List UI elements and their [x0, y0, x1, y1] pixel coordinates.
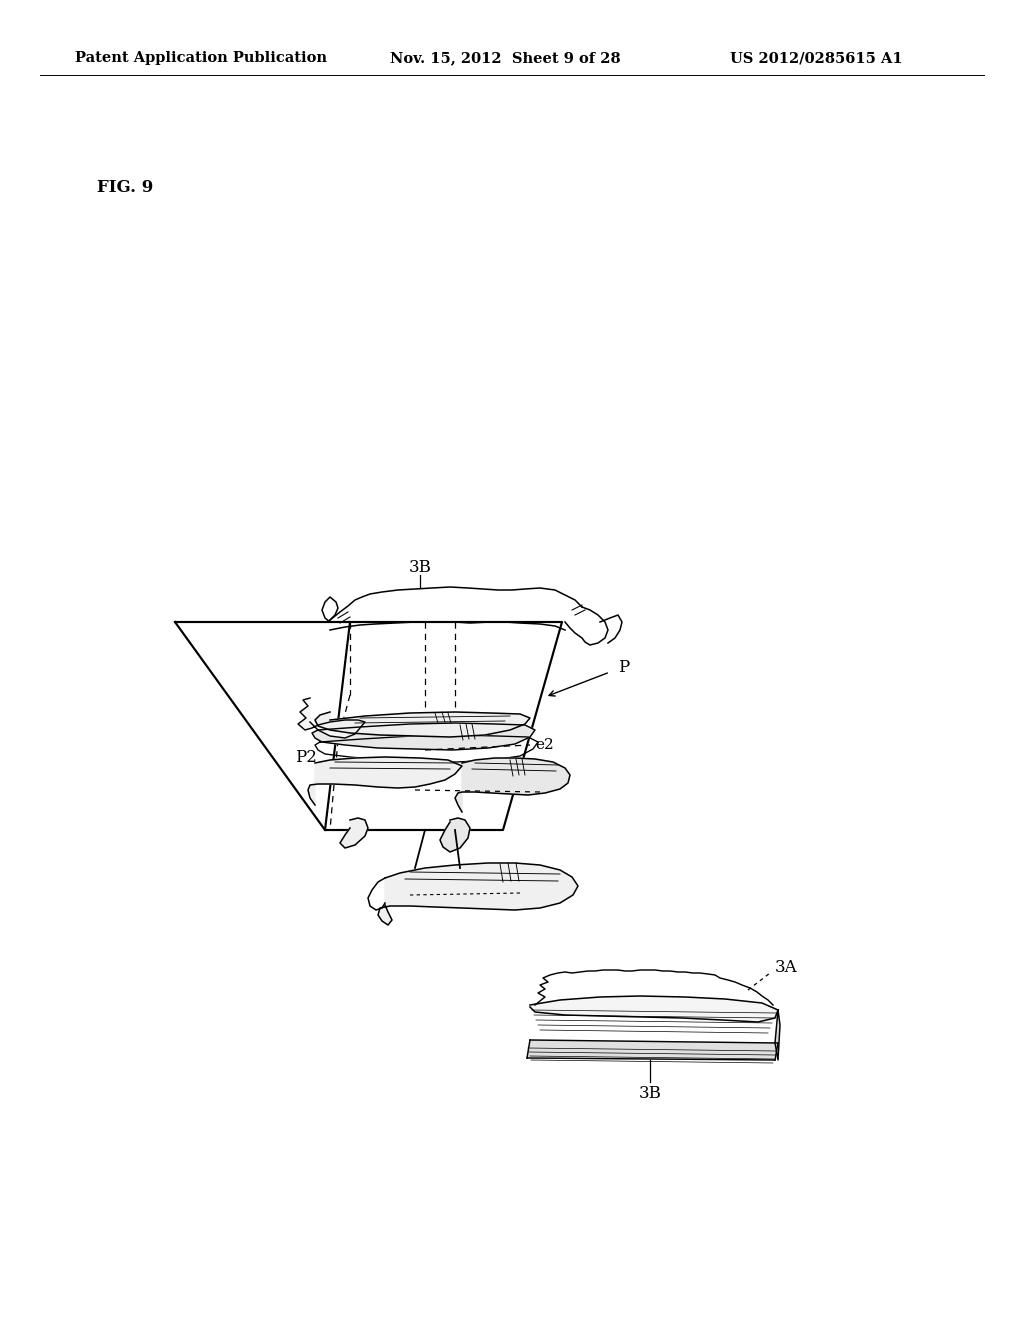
- Polygon shape: [530, 997, 778, 1022]
- Text: e2: e2: [535, 738, 554, 752]
- Polygon shape: [775, 1010, 780, 1060]
- Polygon shape: [315, 711, 530, 737]
- Text: 3A: 3A: [775, 960, 798, 977]
- Text: Patent Application Publication: Patent Application Publication: [75, 51, 327, 65]
- Polygon shape: [440, 818, 470, 851]
- Polygon shape: [340, 818, 368, 847]
- Polygon shape: [455, 758, 570, 812]
- Text: P2: P2: [295, 750, 316, 767]
- Polygon shape: [298, 698, 365, 738]
- Text: P: P: [618, 660, 630, 676]
- Text: US 2012/0285615 A1: US 2012/0285615 A1: [730, 51, 902, 65]
- Text: Nov. 15, 2012  Sheet 9 of 28: Nov. 15, 2012 Sheet 9 of 28: [390, 51, 621, 65]
- Text: 3B: 3B: [639, 1085, 662, 1102]
- Polygon shape: [308, 756, 462, 805]
- Text: 3B: 3B: [409, 560, 431, 577]
- Polygon shape: [527, 1040, 778, 1060]
- Polygon shape: [312, 723, 535, 750]
- Text: FIG. 9: FIG. 9: [97, 180, 154, 197]
- Polygon shape: [378, 863, 578, 925]
